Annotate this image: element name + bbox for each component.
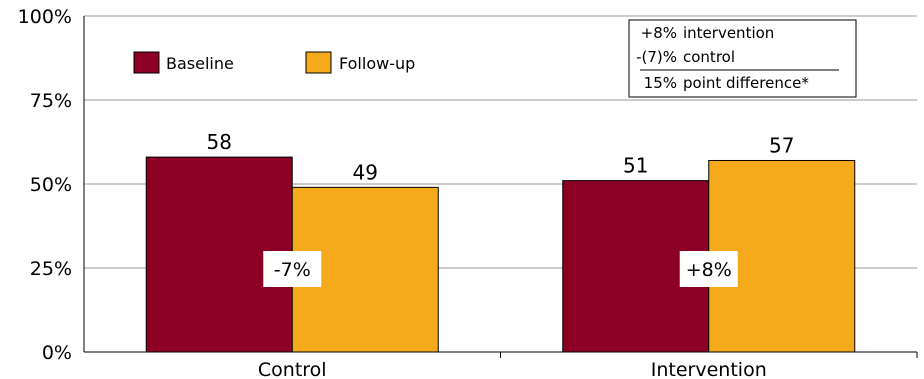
summary-label-control: control	[683, 48, 735, 66]
summary-label-intervention: intervention	[683, 24, 774, 42]
legend-swatch-follow-up	[305, 51, 332, 74]
y-tick-label: 0%	[42, 342, 72, 364]
y-tick-labels: 0% 25% 50% 75% 100%	[18, 6, 72, 364]
legend-label-follow-up: Follow-up	[339, 54, 415, 73]
summary-value-control: -(7)%	[636, 48, 677, 66]
data-label: 58	[207, 130, 232, 154]
change-label-box	[679, 251, 738, 287]
change-label-box	[263, 251, 322, 287]
summary-label-difference: point difference*	[683, 74, 809, 92]
summary-box: +8% intervention -(7)% control 15% point…	[628, 19, 857, 98]
data-label: 49	[353, 160, 378, 184]
legend-swatch-baseline	[133, 51, 160, 74]
summary-value-difference: 15%	[644, 74, 677, 92]
summary-value-intervention: +8%	[641, 24, 677, 42]
bars: 58 49 51 57	[145, 130, 856, 353]
y-tick-label: 75%	[30, 90, 72, 112]
data-label: 51	[623, 154, 648, 178]
summary-box-border	[628, 19, 857, 98]
x-tick-label: Intervention	[651, 359, 767, 379]
change-label: +8%	[686, 259, 732, 281]
x-tick-label: Control	[258, 359, 327, 379]
y-tick-label: 25%	[30, 258, 72, 280]
legend: Baseline Follow-up	[133, 51, 415, 74]
y-tick-label: 50%	[30, 174, 72, 196]
y-tick-label: 100%	[18, 6, 72, 28]
data-label: 57	[769, 133, 794, 157]
change-label: -7%	[274, 259, 311, 281]
legend-label-baseline: Baseline	[166, 54, 234, 73]
change-labels: -7% +8%	[263, 251, 738, 287]
x-tick-labels: Control Intervention	[258, 359, 767, 379]
